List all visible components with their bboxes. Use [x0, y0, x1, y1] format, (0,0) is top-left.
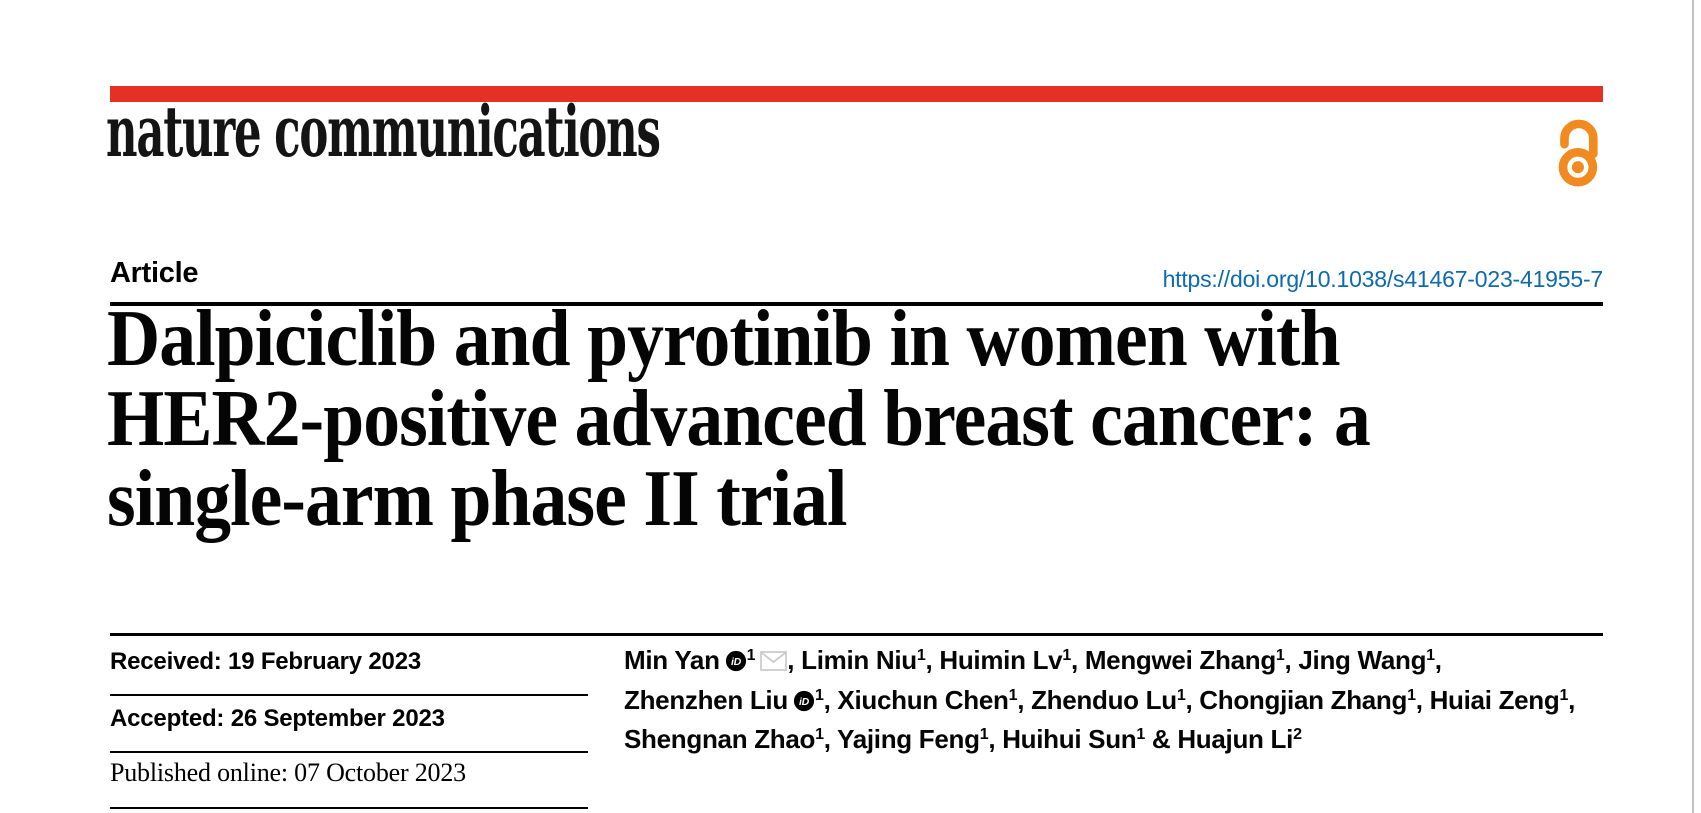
author-affiliation-sup: 1: [1407, 686, 1416, 704]
header-rule: [110, 302, 1603, 306]
author-name: Xiuchun Chen: [837, 684, 1009, 715]
author-affiliation-sup: 1: [916, 647, 926, 665]
author-affiliation-sup: 1: [1426, 647, 1435, 665]
author-name: Mengwei Zhang: [1084, 645, 1276, 675]
author-separator: ,: [1284, 645, 1299, 675]
page-edge-line: [1692, 0, 1694, 813]
author-separator: ,: [1017, 684, 1032, 715]
author-name: Zhenzhen Liu: [624, 684, 788, 715]
open-access-icon[interactable]: [1551, 109, 1601, 187]
authors-line: Zhenzhen Liu iD 1, Xiuchun Chen1, Zhenduo …: [624, 682, 1624, 722]
author-affiliation-sup: 1: [979, 726, 989, 744]
article-type-label: Article: [110, 257, 199, 289]
author-affiliation-sup: 1: [814, 686, 824, 704]
svg-text:iD: iD: [799, 695, 810, 707]
author-name: Huajun Li: [1177, 724, 1294, 754]
author-separator: ,: [1434, 645, 1442, 675]
author-affiliation-sup: 2: [1293, 726, 1302, 744]
svg-text:iD: iD: [731, 656, 742, 668]
authors-line: Shengnan Zhao1, Yajing Feng1, Huihui Sun…: [624, 721, 1624, 758]
author-name: Shengnan Zhao: [624, 724, 816, 754]
author-separator: ,: [787, 645, 802, 675]
published-date: Published online: 07 October 2023: [110, 758, 466, 787]
history-top-rule: [110, 633, 1603, 636]
author-name: Huimin Lv: [939, 645, 1063, 675]
author-separator: ,: [925, 645, 940, 675]
history-rule: [110, 807, 588, 809]
author-affiliation-sup: 1: [746, 647, 756, 665]
author-list: Min Yan iD 1, Limin Niu1, Huimin Lv1, Meng…: [624, 642, 1624, 758]
author-name: Huiai Zeng: [1429, 684, 1560, 715]
author-name: Min Yan: [624, 645, 720, 675]
author-name: Limin Niu: [801, 645, 917, 675]
author-separator: ,: [823, 684, 838, 715]
author-separator: ,: [1185, 684, 1200, 715]
author-separator: ,: [1070, 645, 1085, 675]
author-separator: ,: [988, 724, 1003, 754]
author-affiliation-sup: 1: [1275, 647, 1285, 665]
author-name: Yajing Feng: [837, 724, 980, 754]
authors-line: Min Yan iD 1, Limin Niu1, Huimin Lv1, Meng…: [624, 642, 1624, 682]
history-rule: [110, 751, 588, 753]
history-rule: [110, 694, 588, 696]
doi-link[interactable]: https://doi.org/10.1038/s41467-023-41955…: [1162, 266, 1604, 292]
orcid-icon[interactable]: iD: [793, 685, 815, 722]
author-name: Zhenduo Lu: [1031, 684, 1177, 715]
author-name: Jing Wang: [1298, 645, 1427, 675]
author-affiliation-sup: 1: [1062, 647, 1071, 665]
author-affiliation-sup: 1: [1136, 726, 1145, 744]
journal-accent-bar: [110, 86, 1603, 102]
paper-title-line-3: single-arm phase II trial: [107, 455, 847, 543]
author-name: Chongjian Zhang: [1199, 684, 1408, 715]
orcid-icon[interactable]: iD: [725, 645, 747, 682]
paper-title-line-1: Dalpiciclib and pyrotinib in women with: [107, 295, 1341, 383]
received-date: Received: 19 February 2023: [110, 648, 421, 675]
author-separator: ,: [823, 724, 838, 754]
paper-title: Dalpiciclib and pyrotinib in women with …: [107, 299, 1597, 539]
journal-logo: nature communications: [106, 90, 661, 173]
author-separator: &: [1145, 724, 1178, 754]
author-separator: ,: [1415, 684, 1430, 715]
author-name: Huihui Sun: [1002, 724, 1137, 754]
author-separator: ,: [1568, 684, 1576, 715]
email-icon[interactable]: [760, 644, 788, 681]
paper-title-line-2: HER2-positive advanced breast cancer: a: [107, 375, 1371, 463]
author-affiliation-sup: 1: [1008, 686, 1018, 704]
author-affiliation-sup: 1: [815, 726, 824, 744]
author-affiliation-sup: 1: [1176, 686, 1186, 704]
accepted-date: Accepted: 26 September 2023: [110, 705, 445, 732]
author-affiliation-sup: 1: [1559, 686, 1569, 704]
